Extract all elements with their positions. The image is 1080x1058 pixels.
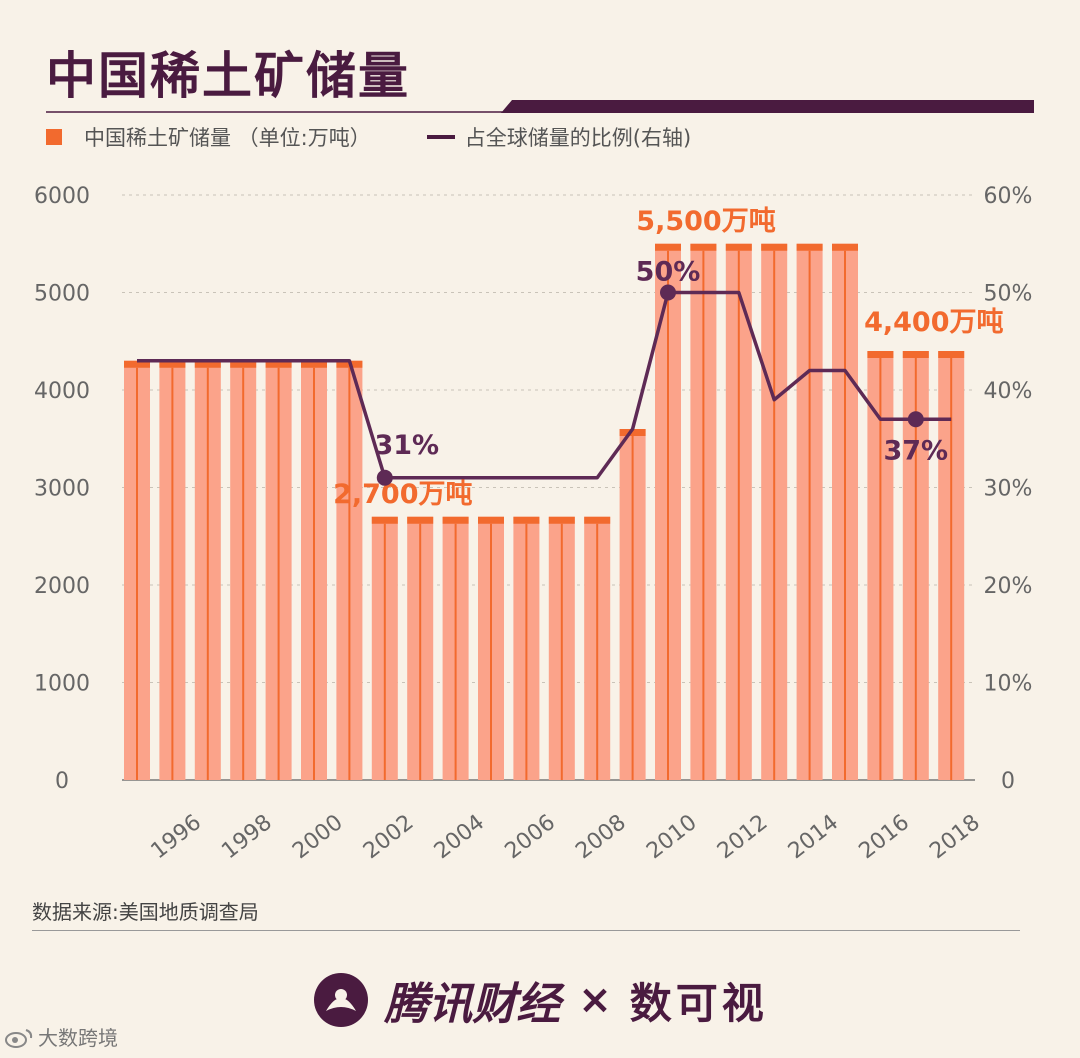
x-tick-label: 2004 [430, 810, 490, 864]
x-tick-label: 1996 [147, 810, 207, 864]
data-source: 数据来源:美国地质调查局 [32, 900, 259, 924]
bar-cap [584, 516, 611, 524]
bar-cap [690, 243, 717, 251]
x-tick-label: 1998 [217, 810, 277, 864]
bar-cap [478, 516, 504, 524]
line-marker-dot [660, 284, 676, 301]
data-label: 5,500万吨 [636, 206, 775, 237]
y-left-tick-label: 1000 [34, 672, 90, 697]
share-line [137, 290, 952, 480]
bar-cap [548, 516, 575, 524]
x-tick-label: 2014 [784, 810, 844, 864]
bar-cap [407, 516, 434, 524]
bar-cap [832, 243, 858, 251]
y-left-tick-label: 2000 [34, 574, 90, 599]
x-tick-label: 2002 [359, 810, 419, 864]
data-label: 37% [883, 435, 948, 466]
bar-cap [938, 351, 965, 358]
y-right-tick-label: 40% [984, 379, 1033, 404]
y-left-tick-label: 6000 [34, 184, 90, 209]
bar-cap [902, 351, 929, 358]
bar-cap [265, 360, 292, 368]
y-left-tick-label: 5000 [34, 282, 90, 307]
x-tick-label: 2018 [925, 810, 985, 864]
data-label: 2,700万吨 [333, 479, 472, 510]
data-label: 4,400万吨 [864, 307, 1003, 338]
x-tick-label: 2016 [855, 810, 915, 864]
line-marker-dot [907, 411, 924, 428]
bar-cap [513, 516, 540, 524]
data-label: 50% [636, 257, 701, 288]
bar-cap [796, 243, 823, 251]
bar-cap [655, 243, 681, 251]
legend-line-swatch [426, 135, 455, 139]
watermark: 大数跨境 [4, 1022, 118, 1051]
y-right-tick-label: 0 [1001, 769, 1015, 794]
chart-plot: 0 1000 2000 3000 4000 5000 6000 0 10% 20% 30% 40% 50… [34, 184, 1033, 864]
legend-bar-label: 中国稀土矿储量 （单位:万吨） [84, 126, 371, 150]
footer-brand: 腾讯财经 × 数可视 [0, 962, 1080, 1038]
bar-cap [159, 360, 186, 368]
tencent-finance-logo-icon [314, 973, 369, 1027]
divider [32, 930, 1020, 931]
y-right-tick-label: 20% [984, 574, 1033, 599]
bar-cap [371, 516, 398, 524]
data-label: 31% [374, 430, 439, 461]
y-left-tick-label: 0 [55, 769, 69, 794]
bar-cap [442, 516, 469, 524]
bar-cap [230, 360, 257, 368]
y-right-tick-label: 60% [984, 184, 1033, 209]
legend-bar-swatch [46, 129, 62, 145]
y-left-tick-label: 3000 [34, 477, 90, 502]
bar-cap [124, 360, 150, 368]
x-tick-label: 2006 [501, 810, 561, 864]
x-tick-label: 2000 [288, 810, 348, 864]
watermark-label: 大数跨境 [38, 1026, 118, 1050]
y-right-tick-label: 30% [984, 477, 1033, 502]
bar-cap [301, 360, 327, 368]
legend-line-label: 占全球储量的比例(右轴) [464, 126, 692, 150]
bar-cap [761, 243, 788, 251]
cross-symbol: × [578, 977, 612, 1023]
line-marker-dot [376, 469, 393, 486]
bar-cap [619, 429, 646, 436]
bar-cap [867, 351, 894, 358]
x-tick-label: 2008 [571, 810, 631, 864]
x-tick-label: 2010 [642, 810, 702, 864]
bar-cap [725, 243, 752, 251]
y-right-tick-label: 50% [984, 282, 1033, 307]
header-stripe [46, 100, 1034, 113]
bar-cap [194, 360, 221, 368]
brand-name: 腾讯财经 [384, 979, 561, 1030]
chart-title: 中国稀土矿储量 [46, 47, 410, 105]
weibo-icon [5, 1028, 33, 1048]
legend: 中国稀土矿储量 （单位:万吨） 占全球储量的比例(右轴) [46, 124, 691, 150]
y-right-tick-label: 10% [984, 672, 1033, 697]
y-left-tick-label: 4000 [34, 379, 90, 404]
x-tick-label: 2012 [713, 810, 773, 864]
partner-name: 数可视 [629, 978, 768, 1028]
